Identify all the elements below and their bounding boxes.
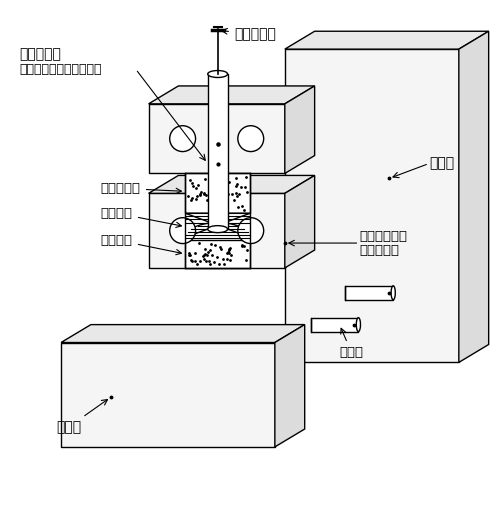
- Text: 母材２: 母材２: [56, 399, 108, 434]
- Circle shape: [238, 125, 264, 151]
- Text: 溶融スラグ: 溶融スラグ: [101, 182, 182, 195]
- Polygon shape: [148, 86, 314, 104]
- Text: 冷却水: 冷却水: [340, 328, 363, 359]
- Polygon shape: [285, 49, 459, 362]
- Circle shape: [238, 218, 264, 243]
- Polygon shape: [61, 325, 304, 342]
- Bar: [346, 286, 393, 300]
- Text: 溶接金属: 溶接金属: [101, 234, 182, 255]
- Text: 消耗ノズル: 消耗ノズル: [20, 47, 61, 61]
- Ellipse shape: [208, 71, 228, 78]
- Circle shape: [170, 125, 196, 151]
- Bar: [186, 173, 250, 213]
- Polygon shape: [61, 342, 275, 447]
- Ellipse shape: [356, 318, 360, 332]
- Text: 母材１: 母材１: [429, 156, 454, 171]
- Polygon shape: [148, 194, 285, 268]
- Polygon shape: [148, 104, 285, 173]
- Bar: [310, 318, 358, 332]
- Polygon shape: [275, 325, 304, 447]
- Ellipse shape: [208, 226, 228, 233]
- Polygon shape: [186, 213, 250, 237]
- Polygon shape: [148, 175, 314, 194]
- Text: （固定式）: （固定式）: [360, 243, 400, 257]
- Bar: [186, 240, 250, 268]
- Text: （鋼管または被覆鋼管）: （鋼管または被覆鋼管）: [20, 62, 102, 76]
- Ellipse shape: [391, 286, 396, 300]
- Text: 水冷銅当て金: 水冷銅当て金: [360, 230, 408, 243]
- Text: 溶融金属: 溶融金属: [101, 207, 182, 228]
- Bar: [186, 173, 250, 268]
- Text: 溶接ワイヤ: 溶接ワイヤ: [222, 27, 276, 41]
- Polygon shape: [285, 31, 488, 49]
- Polygon shape: [285, 86, 314, 173]
- Polygon shape: [285, 175, 314, 268]
- Circle shape: [170, 218, 196, 243]
- Polygon shape: [459, 31, 488, 362]
- Bar: [208, 74, 228, 229]
